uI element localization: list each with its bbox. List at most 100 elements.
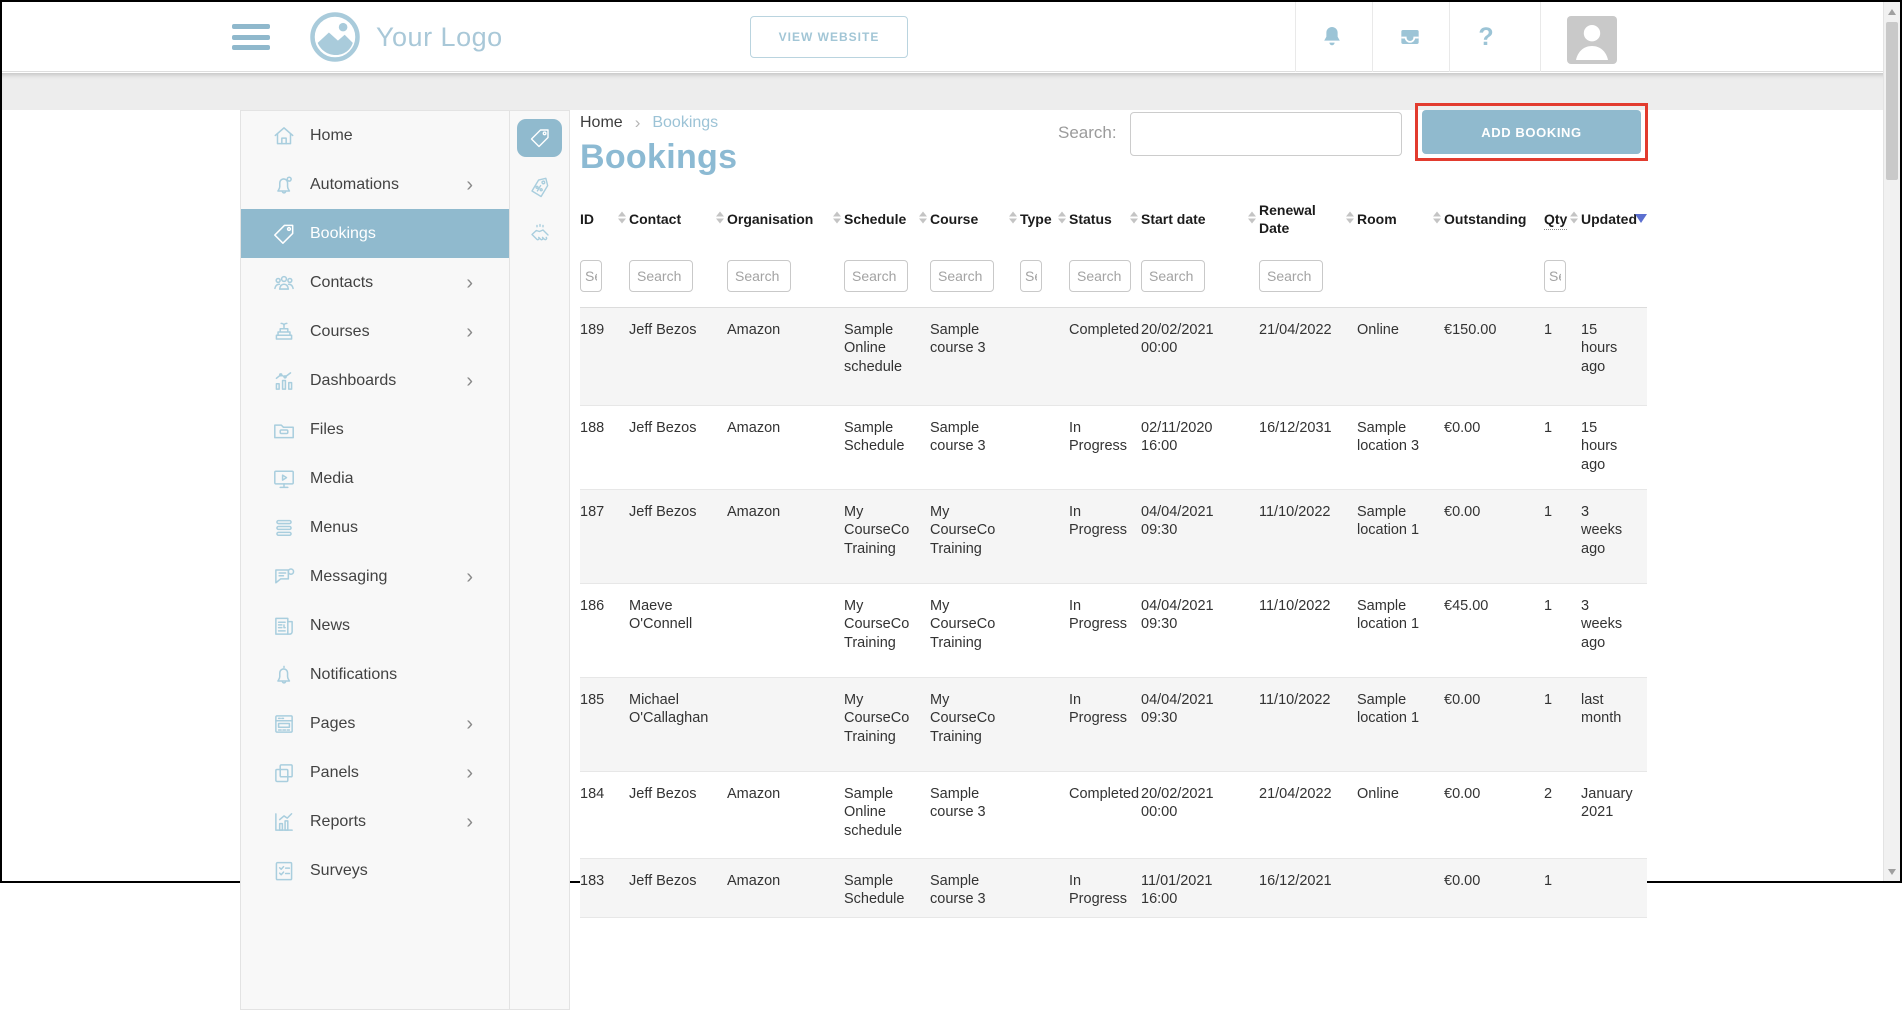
sidebar-item-bookings[interactable]: Bookings› [241, 209, 509, 258]
cell-contact: Jeff Bezos [629, 322, 697, 338]
booking-row-189[interactable]: 189 Jeff Bezos Amazon Sample Online schedul… [580, 308, 1647, 406]
column-header-room[interactable]: Room [1357, 210, 1444, 228]
column-label: Contact [629, 210, 682, 227]
booking-row-187[interactable]: 187 Jeff Bezos Amazon My CourseCo Training M… [580, 490, 1647, 584]
filter-status-input[interactable] [1069, 259, 1131, 292]
scroll-up-arrow-icon[interactable] [1884, 3, 1900, 20]
column-header-qty[interactable]: Qty [1544, 210, 1581, 230]
sort-arrows-icon[interactable] [1058, 211, 1066, 224]
hamburger-menu-icon[interactable] [232, 24, 270, 50]
bookings-tag-icon[interactable] [517, 119, 562, 157]
filter-course-input[interactable] [930, 259, 994, 292]
menus-icon [271, 515, 297, 541]
cell-start-date: 20/02/2021 00:00 [1141, 786, 1214, 821]
booking-row-183[interactable]: 183 Jeff Bezos Amazon Sample Schedule Sample… [580, 859, 1647, 918]
filter-qty-input[interactable] [1544, 259, 1566, 292]
column-header-start-date[interactable]: Start date [1141, 210, 1259, 228]
column-header-course[interactable]: Course [930, 210, 1020, 228]
column-header-updated[interactable]: Updated [1581, 210, 1647, 228]
sort-desc-indicator-icon[interactable] [1635, 213, 1647, 223]
sidebar-item-news[interactable]: News› [241, 601, 509, 650]
breadcrumb-home-link[interactable]: Home [580, 114, 623, 131]
sidebar-item-panels[interactable]: Panels › [241, 748, 509, 797]
sidebar-item-dashboards[interactable]: Dashboards › [241, 356, 509, 405]
column-header-contact[interactable]: Contact [629, 210, 727, 228]
sidebar-item-pages[interactable]: Pages › [241, 699, 509, 748]
sort-arrows-icon[interactable] [618, 211, 626, 224]
sidebar-item-contacts[interactable]: Contacts › [241, 258, 509, 307]
cell-course: My CourseCo Training [930, 598, 996, 651]
filter-start-date-input[interactable] [1141, 259, 1205, 292]
sidebar-item-media[interactable]: Media› [241, 454, 509, 503]
sort-arrows-icon[interactable] [1130, 211, 1138, 224]
sort-arrows-icon[interactable] [1433, 211, 1441, 224]
booking-row-184[interactable]: 184 Jeff Bezos Amazon Sample Online schedul… [580, 772, 1647, 859]
global-search-input[interactable] [1130, 112, 1402, 156]
sidebar-item-surveys[interactable]: Surveys› [241, 846, 509, 895]
column-label: Renewal Date [1259, 201, 1316, 236]
filter-type-input[interactable] [1020, 259, 1042, 292]
add-booking-button[interactable]: ADD BOOKING [1422, 110, 1641, 154]
sidebar-item-home[interactable]: Home› [241, 111, 509, 160]
filter-cell-start-date [1141, 259, 1259, 292]
sort-arrows-icon[interactable] [1009, 211, 1017, 224]
bell-icon[interactable] [1319, 24, 1345, 50]
chevron-right-icon: › [466, 173, 473, 196]
sidebar-item-reports[interactable]: Reports › [241, 797, 509, 846]
filter-organisation-input[interactable] [727, 259, 791, 292]
booking-row-186[interactable]: 186 Maeve O'Connell My CourseCo Training My… [580, 584, 1647, 678]
sort-arrows-icon[interactable] [1570, 211, 1578, 224]
cell-schedule: My CourseCo Training [844, 598, 910, 651]
cell-outstanding: €0.00 [1444, 873, 1481, 889]
filter-contact-input[interactable] [629, 259, 693, 292]
view-website-button[interactable]: VIEW WEBSITE [750, 16, 908, 58]
scrollbar-thumb[interactable] [1886, 22, 1898, 180]
sort-arrows-icon[interactable] [919, 211, 927, 224]
column-header-schedule[interactable]: Schedule [844, 210, 930, 228]
chevron-right-icon: › [466, 271, 473, 294]
booking-row-188[interactable]: 188 Jeff Bezos Amazon Sample Schedule Sample… [580, 406, 1647, 490]
sidebar-item-menus[interactable]: Menus› [241, 503, 509, 552]
inbox-icon[interactable] [1397, 24, 1423, 50]
cell-updated: 15 hours ago [1581, 322, 1618, 375]
column-header-renewal-date[interactable]: Renewal Date [1259, 201, 1357, 237]
cell-course: My CourseCo Training [930, 504, 996, 557]
column-label: Qty [1544, 210, 1568, 230]
cell-room: Online [1357, 322, 1399, 338]
sidebar-item-messaging[interactable]: Messaging › [241, 552, 509, 601]
sidebar-item-label: Menus [310, 518, 359, 536]
column-header-status[interactable]: Status [1069, 210, 1141, 228]
sidebar-item-files[interactable]: Files› [241, 405, 509, 454]
main-content: Home › Bookings Bookings ID Contact Organi… [580, 112, 1647, 918]
sidebar-nav: Home›Automations›Bookings›Contacts›Cours… [240, 110, 570, 1010]
cell-organisation: Amazon [727, 420, 781, 436]
sort-arrows-icon[interactable] [833, 211, 841, 224]
handshake-icon[interactable] [510, 211, 569, 257]
cell-status: In Progress [1069, 420, 1128, 455]
sidebar-item-notifications[interactable]: Notifications› [241, 650, 509, 699]
user-avatar[interactable] [1567, 16, 1617, 64]
sidebar-item-automations[interactable]: Automations › [241, 160, 509, 209]
column-header-organisation[interactable]: Organisation [727, 210, 844, 228]
help-icon[interactable]: ? [1478, 23, 1494, 51]
discount-tag-icon[interactable] [510, 165, 569, 211]
column-header-id[interactable]: ID [580, 210, 629, 228]
filter-id-input[interactable] [580, 259, 602, 292]
sidebar-item-label: Courses [310, 322, 370, 340]
booking-row-185[interactable]: 185 Michael O'Callaghan My CourseCo Traini… [580, 678, 1647, 772]
cell-qty: 1 [1544, 504, 1553, 520]
scroll-down-arrow-icon[interactable] [1884, 863, 1900, 880]
sort-arrows-icon[interactable] [1248, 211, 1256, 224]
filter-renewal-date-input[interactable] [1259, 259, 1323, 292]
logo[interactable]: Your Logo [308, 2, 503, 72]
sort-arrows-icon[interactable] [1346, 211, 1354, 224]
cell-renewal-date: 11/10/2022 [1259, 504, 1331, 520]
column-label: Course [930, 210, 979, 227]
column-header-type[interactable]: Type [1020, 210, 1069, 228]
cell-outstanding: €0.00 [1444, 504, 1481, 520]
vertical-scrollbar[interactable] [1883, 2, 1900, 881]
sidebar-item-courses[interactable]: Courses › [241, 307, 509, 356]
table-body: 189 Jeff Bezos Amazon Sample Online schedul… [580, 308, 1647, 918]
sort-arrows-icon[interactable] [716, 211, 724, 224]
filter-schedule-input[interactable] [844, 259, 908, 292]
